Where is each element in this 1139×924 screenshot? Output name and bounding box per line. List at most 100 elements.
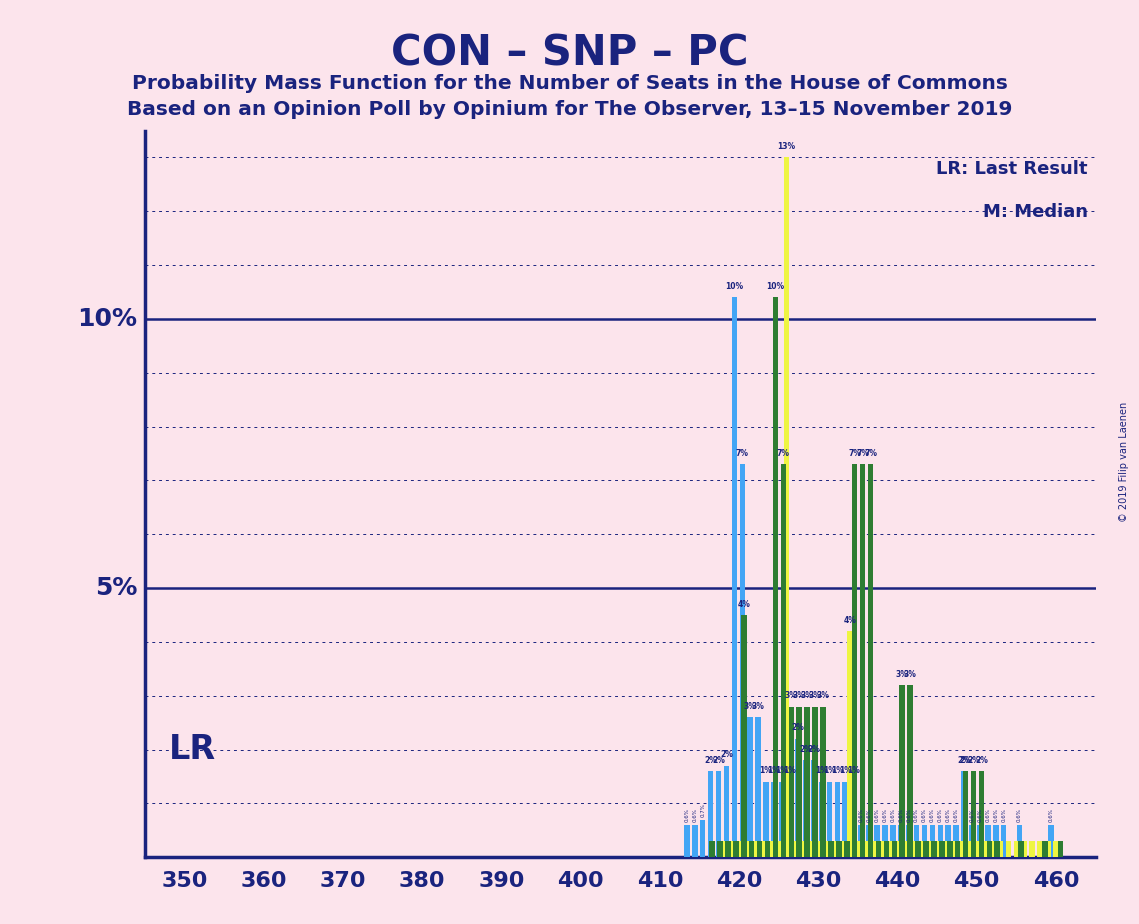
Bar [918,841,924,857]
Bar [990,841,995,857]
Text: 3%: 3% [809,691,821,700]
Bar [929,825,935,857]
Bar [803,760,809,857]
Bar [998,841,1003,857]
Text: 0.6%: 0.6% [859,808,863,822]
Text: 0.6%: 0.6% [921,808,927,822]
Bar [1006,841,1011,857]
Text: 2%: 2% [959,756,972,765]
Text: 0.6%: 0.6% [993,808,998,822]
Bar [771,782,777,857]
Bar [942,841,948,857]
Bar [860,464,866,857]
Bar [844,841,850,857]
Text: M: Median: M: Median [983,203,1088,221]
Bar [847,631,853,857]
Bar [707,772,713,857]
Bar [890,825,895,857]
Bar [924,841,928,857]
Bar [906,825,911,857]
Bar [721,841,726,857]
Bar [1042,841,1048,857]
Bar [962,772,968,857]
Text: 3%: 3% [817,691,829,700]
Text: 0.6%: 0.6% [969,808,975,822]
Text: 2%: 2% [704,756,718,765]
Text: 10%: 10% [726,282,744,291]
Text: 3%: 3% [752,702,764,711]
Bar [710,841,715,857]
Bar [902,841,908,857]
Bar [867,825,871,857]
Bar [776,841,781,857]
Text: 0.6%: 0.6% [875,808,879,822]
Bar [734,841,739,857]
Bar [820,707,826,857]
Bar [966,841,972,857]
Bar [882,825,887,857]
Bar [945,825,951,857]
Text: 3%: 3% [801,691,813,700]
Bar [884,841,890,857]
Bar [788,707,794,857]
Bar [892,841,898,857]
Text: CON – SNP – PC: CON – SNP – PC [391,32,748,74]
Text: 0.6%: 0.6% [1049,808,1054,822]
Text: 0.6%: 0.6% [985,808,990,822]
Bar [1030,841,1035,857]
Bar [784,157,789,857]
Text: 3%: 3% [744,702,756,711]
Text: 0.7%: 0.7% [700,803,705,817]
Bar [831,841,837,857]
Text: 2%: 2% [967,756,980,765]
Text: 2%: 2% [958,756,970,765]
Bar [800,841,805,857]
Bar [947,841,952,857]
Text: Probability Mass Function for the Number of Seats in the House of Commons: Probability Mass Function for the Number… [132,74,1007,93]
Bar [755,717,761,857]
Text: Based on an Opinion Poll by Opinium for The Observer, 13–15 November 2019: Based on an Opinion Poll by Opinium for … [126,100,1013,119]
Text: 0.6%: 0.6% [937,808,943,822]
Bar [871,841,877,857]
Bar [839,841,845,857]
Text: 2%: 2% [712,756,724,765]
Bar [823,841,829,857]
Text: 2%: 2% [792,723,804,733]
Text: 0.6%: 0.6% [899,808,903,822]
Bar [993,825,999,857]
Bar [898,825,903,857]
Bar [749,841,754,857]
Text: 0.6%: 0.6% [929,808,935,822]
Bar [741,615,746,857]
Text: 10%: 10% [767,282,785,291]
Bar [795,739,801,857]
Bar [879,841,884,857]
Bar [961,772,967,857]
Bar [974,841,980,857]
Bar [859,825,863,857]
Text: 1%: 1% [784,767,796,775]
Bar [731,298,737,857]
Bar [693,825,697,857]
Bar [887,841,892,857]
Bar [908,685,912,857]
Bar [1058,841,1064,857]
Bar [921,825,927,857]
Text: 0.6%: 0.6% [693,808,697,822]
Bar [718,841,723,857]
Bar [811,760,817,857]
Bar [764,841,770,857]
Bar [863,841,869,857]
Bar [985,825,991,857]
Text: 0.6%: 0.6% [907,808,911,822]
Bar [780,464,786,857]
Bar [723,766,729,857]
Bar [828,841,834,857]
Bar [779,782,785,857]
Text: 4%: 4% [844,615,857,625]
Bar [739,464,745,857]
Text: 1%: 1% [838,767,852,775]
Bar [910,841,916,857]
Bar [835,782,841,857]
Bar [994,841,1000,857]
